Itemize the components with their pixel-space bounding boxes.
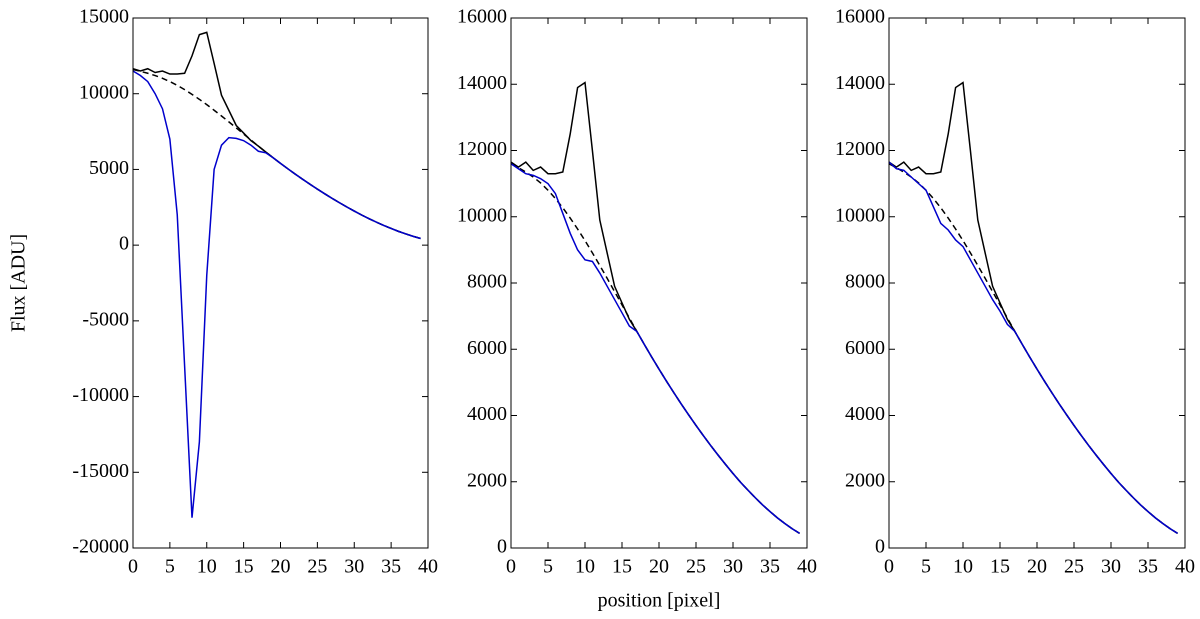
y-tick-label: 12000	[457, 138, 507, 160]
y-tick-label: 8000	[467, 271, 507, 293]
x-tick-label: 30	[344, 556, 364, 578]
x-tick-label: 0	[884, 556, 894, 578]
x-tick-label: 15	[990, 556, 1010, 578]
x-tick-label: 40	[1175, 556, 1195, 578]
x-tick-label: 25	[686, 556, 706, 578]
y-tick-label: 5000	[89, 157, 129, 179]
y-tick-label: 6000	[845, 337, 885, 359]
y-tick-label: -10000	[72, 384, 129, 406]
x-tick-label: 20	[1027, 556, 1047, 578]
y-tick-label: 6000	[467, 337, 507, 359]
plot-frame	[510, 17, 808, 549]
x-tick-label: 40	[797, 556, 817, 578]
y-axis-label: Flux [ADU]	[8, 234, 30, 332]
y-tick-label: 0	[875, 536, 885, 558]
x-tick-label: 30	[723, 556, 743, 578]
x-tick-label: 40	[418, 556, 438, 578]
y-tick-label: 14000	[835, 72, 885, 94]
data-line	[510, 81, 800, 535]
x-tick-label: 0	[506, 556, 516, 578]
x-tick-label: 15	[612, 556, 632, 578]
data-line	[888, 163, 1178, 535]
y-tick-label: -15000	[72, 460, 129, 482]
y-tick-label: 2000	[845, 469, 885, 491]
x-tick-label: 20	[649, 556, 669, 578]
data-line	[510, 163, 800, 535]
x-tick-label: 15	[234, 556, 254, 578]
x-tick-label: 35	[760, 556, 780, 578]
x-tick-label: 20	[271, 556, 291, 578]
x-tick-label: 35	[381, 556, 401, 578]
x-tick-label: 30	[1101, 556, 1121, 578]
data-line	[132, 70, 421, 518]
x-tick-label: 10	[953, 556, 973, 578]
y-tick-label: 4000	[467, 403, 507, 425]
y-tick-label: 16000	[835, 6, 885, 28]
y-tick-label: -5000	[82, 308, 129, 330]
y-tick-label: 16000	[457, 6, 507, 28]
y-tick-label: 10000	[835, 204, 885, 226]
data-line	[888, 161, 1178, 535]
y-tick-label: -20000	[72, 536, 129, 558]
plot-frame	[888, 17, 1186, 549]
y-tick-label: 4000	[845, 403, 885, 425]
y-tick-label: 15000	[79, 6, 129, 28]
x-tick-label: 5	[165, 556, 175, 578]
y-tick-label: 8000	[845, 271, 885, 293]
data-line	[132, 68, 421, 240]
x-axis-label: position [pixel]	[598, 590, 721, 612]
x-tick-label: 10	[197, 556, 217, 578]
x-tick-label: 35	[1138, 556, 1158, 578]
x-tick-label: 0	[128, 556, 138, 578]
y-tick-label: 0	[497, 536, 507, 558]
y-tick-label: 10000	[79, 81, 129, 103]
y-tick-label: 10000	[457, 204, 507, 226]
plot-frame	[132, 17, 429, 549]
data-line	[888, 81, 1178, 535]
y-tick-label: 0	[119, 233, 129, 255]
x-tick-label: 10	[575, 556, 595, 578]
y-tick-label: 2000	[467, 469, 507, 491]
y-tick-label: 14000	[457, 72, 507, 94]
x-tick-label: 25	[307, 556, 327, 578]
data-line	[510, 163, 800, 535]
x-tick-label: 5	[921, 556, 931, 578]
x-tick-label: 5	[543, 556, 553, 578]
x-tick-label: 25	[1064, 556, 1084, 578]
y-tick-label: 12000	[835, 138, 885, 160]
